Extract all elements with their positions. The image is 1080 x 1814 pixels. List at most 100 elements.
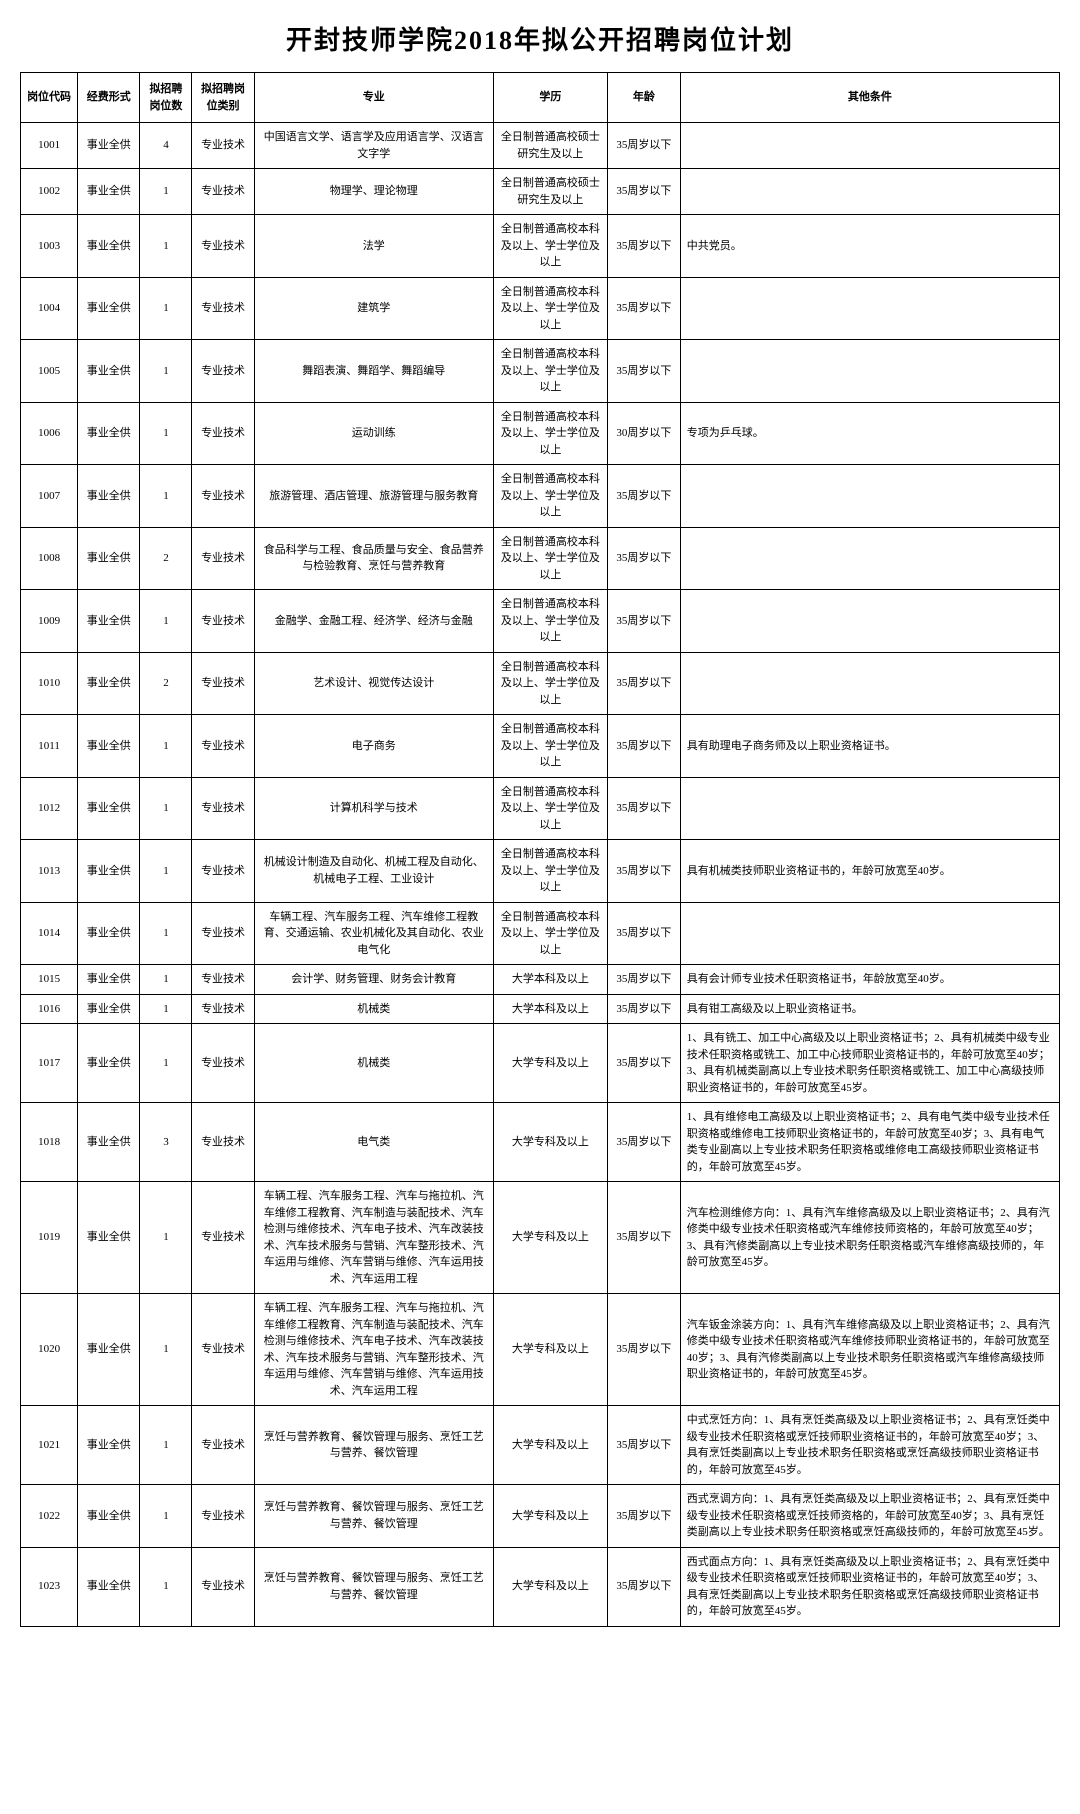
- cell-age: 35周岁以下: [607, 169, 680, 215]
- cell-age: 35周岁以下: [607, 652, 680, 715]
- table-row: 1002事业全供1专业技术物理学、理论物理全日制普通高校硕士研究生及以上35周岁…: [21, 169, 1060, 215]
- cell-fund: 事业全供: [78, 902, 140, 965]
- cell-edu: 全日制普通高校本科及以上、学士学位及以上: [493, 215, 607, 278]
- cell-other: [680, 465, 1059, 528]
- cell-age: 35周岁以下: [607, 590, 680, 653]
- cell-code: 1003: [21, 215, 78, 278]
- recruitment-table: 岗位代码 经费形式 拟招聘岗位数 拟招聘岗位类别 专业 学历 年龄 其他条件 1…: [20, 72, 1060, 1627]
- cell-edu: 大学专科及以上: [493, 1103, 607, 1182]
- cell-edu: 全日制普通高校本科及以上、学士学位及以上: [493, 902, 607, 965]
- table-row: 1020事业全供1专业技术车辆工程、汽车服务工程、汽车与拖拉机、汽车维修工程教育…: [21, 1294, 1060, 1406]
- cell-other: 具有机械类技师职业资格证书的，年龄可放宽至40岁。: [680, 840, 1059, 903]
- cell-fund: 事业全供: [78, 840, 140, 903]
- cell-cat: 专业技术: [192, 123, 254, 169]
- cell-major: 烹饪与营养教育、餐饮管理与服务、烹饪工艺与营养、餐饮管理: [254, 1406, 493, 1485]
- cell-age: 35周岁以下: [607, 715, 680, 778]
- cell-major: 车辆工程、汽车服务工程、汽车与拖拉机、汽车维修工程教育、汽车制造与装配技术、汽车…: [254, 1294, 493, 1406]
- cell-major: 法学: [254, 215, 493, 278]
- cell-fund: 事业全供: [78, 340, 140, 403]
- cell-cat: 专业技术: [192, 652, 254, 715]
- cell-age: 35周岁以下: [607, 277, 680, 340]
- cell-code: 1015: [21, 965, 78, 995]
- cell-age: 35周岁以下: [607, 1547, 680, 1626]
- table-row: 1015事业全供1专业技术会计学、财务管理、财务会计教育大学本科及以上35周岁以…: [21, 965, 1060, 995]
- cell-other: [680, 527, 1059, 590]
- cell-major: 物理学、理论物理: [254, 169, 493, 215]
- cell-age: 35周岁以下: [607, 215, 680, 278]
- cell-edu: 全日制普通高校硕士研究生及以上: [493, 169, 607, 215]
- cell-count: 1: [140, 1182, 192, 1294]
- cell-edu: 全日制普通高校本科及以上、学士学位及以上: [493, 340, 607, 403]
- table-row: 1005事业全供1专业技术舞蹈表演、舞蹈学、舞蹈编导全日制普通高校本科及以上、学…: [21, 340, 1060, 403]
- cell-code: 1019: [21, 1182, 78, 1294]
- cell-code: 1016: [21, 994, 78, 1024]
- cell-code: 1004: [21, 277, 78, 340]
- cell-edu: 全日制普通高校本科及以上、学士学位及以上: [493, 777, 607, 840]
- cell-cat: 专业技术: [192, 1406, 254, 1485]
- cell-age: 35周岁以下: [607, 1103, 680, 1182]
- cell-other: 中式烹饪方向：1、具有烹饪类高级及以上职业资格证书；2、具有烹饪类中级专业技术任…: [680, 1406, 1059, 1485]
- cell-age: 35周岁以下: [607, 465, 680, 528]
- cell-other: 具有钳工高级及以上职业资格证书。: [680, 994, 1059, 1024]
- table-row: 1019事业全供1专业技术车辆工程、汽车服务工程、汽车与拖拉机、汽车维修工程教育…: [21, 1182, 1060, 1294]
- cell-edu: 大学专科及以上: [493, 1547, 607, 1626]
- cell-major: 运动训练: [254, 402, 493, 465]
- cell-major: 艺术设计、视觉传达设计: [254, 652, 493, 715]
- cell-cat: 专业技术: [192, 1294, 254, 1406]
- cell-code: 1023: [21, 1547, 78, 1626]
- table-row: 1003事业全供1专业技术法学全日制普通高校本科及以上、学士学位及以上35周岁以…: [21, 215, 1060, 278]
- cell-fund: 事业全供: [78, 215, 140, 278]
- cell-major: 会计学、财务管理、财务会计教育: [254, 965, 493, 995]
- cell-code: 1021: [21, 1406, 78, 1485]
- cell-fund: 事业全供: [78, 1406, 140, 1485]
- cell-count: 1: [140, 465, 192, 528]
- cell-code: 1008: [21, 527, 78, 590]
- table-row: 1004事业全供1专业技术建筑学全日制普通高校本科及以上、学士学位及以上35周岁…: [21, 277, 1060, 340]
- cell-other: 1、具有维修电工高级及以上职业资格证书；2、具有电气类中级专业技术任职资格或维修…: [680, 1103, 1059, 1182]
- cell-fund: 事业全供: [78, 1294, 140, 1406]
- cell-fund: 事业全供: [78, 994, 140, 1024]
- cell-cat: 专业技术: [192, 902, 254, 965]
- cell-age: 35周岁以下: [607, 1294, 680, 1406]
- col-header-other: 其他条件: [680, 73, 1059, 123]
- cell-edu: 大学专科及以上: [493, 1294, 607, 1406]
- cell-cat: 专业技术: [192, 215, 254, 278]
- cell-cat: 专业技术: [192, 169, 254, 215]
- cell-code: 1010: [21, 652, 78, 715]
- cell-other: 汽车检测维修方向：1、具有汽车维修高级及以上职业资格证书；2、具有汽修类中级专业…: [680, 1182, 1059, 1294]
- cell-other: 具有助理电子商务师及以上职业资格证书。: [680, 715, 1059, 778]
- col-header-age: 年龄: [607, 73, 680, 123]
- table-row: 1017事业全供1专业技术机械类大学专科及以上35周岁以下1、具有铣工、加工中心…: [21, 1024, 1060, 1103]
- cell-count: 1: [140, 590, 192, 653]
- cell-count: 1: [140, 1406, 192, 1485]
- cell-edu: 大学专科及以上: [493, 1406, 607, 1485]
- cell-major: 烹饪与营养教育、餐饮管理与服务、烹饪工艺与营养、餐饮管理: [254, 1485, 493, 1548]
- cell-major: 建筑学: [254, 277, 493, 340]
- cell-count: 1: [140, 1547, 192, 1626]
- cell-age: 35周岁以下: [607, 123, 680, 169]
- cell-count: 1: [140, 902, 192, 965]
- cell-age: 35周岁以下: [607, 527, 680, 590]
- cell-major: 烹饪与营养教育、餐饮管理与服务、烹饪工艺与营养、餐饮管理: [254, 1547, 493, 1626]
- table-row: 1013事业全供1专业技术机械设计制造及自动化、机械工程及自动化、机械电子工程、…: [21, 840, 1060, 903]
- cell-other: [680, 169, 1059, 215]
- cell-other: [680, 652, 1059, 715]
- cell-edu: 全日制普通高校本科及以上、学士学位及以上: [493, 590, 607, 653]
- cell-code: 1007: [21, 465, 78, 528]
- cell-edu: 全日制普通高校硕士研究生及以上: [493, 123, 607, 169]
- cell-count: 2: [140, 652, 192, 715]
- cell-other: 1、具有铣工、加工中心高级及以上职业资格证书；2、具有机械类中级专业技术任职资格…: [680, 1024, 1059, 1103]
- cell-major: 舞蹈表演、舞蹈学、舞蹈编导: [254, 340, 493, 403]
- cell-age: 35周岁以下: [607, 965, 680, 995]
- cell-cat: 专业技术: [192, 715, 254, 778]
- cell-other: [680, 902, 1059, 965]
- cell-age: 35周岁以下: [607, 340, 680, 403]
- cell-code: 1002: [21, 169, 78, 215]
- col-header-code: 岗位代码: [21, 73, 78, 123]
- cell-fund: 事业全供: [78, 590, 140, 653]
- cell-cat: 专业技术: [192, 965, 254, 995]
- cell-edu: 大学专科及以上: [493, 1485, 607, 1548]
- cell-fund: 事业全供: [78, 1547, 140, 1626]
- cell-other: 具有会计师专业技术任职资格证书，年龄放宽至40岁。: [680, 965, 1059, 995]
- cell-other: [680, 340, 1059, 403]
